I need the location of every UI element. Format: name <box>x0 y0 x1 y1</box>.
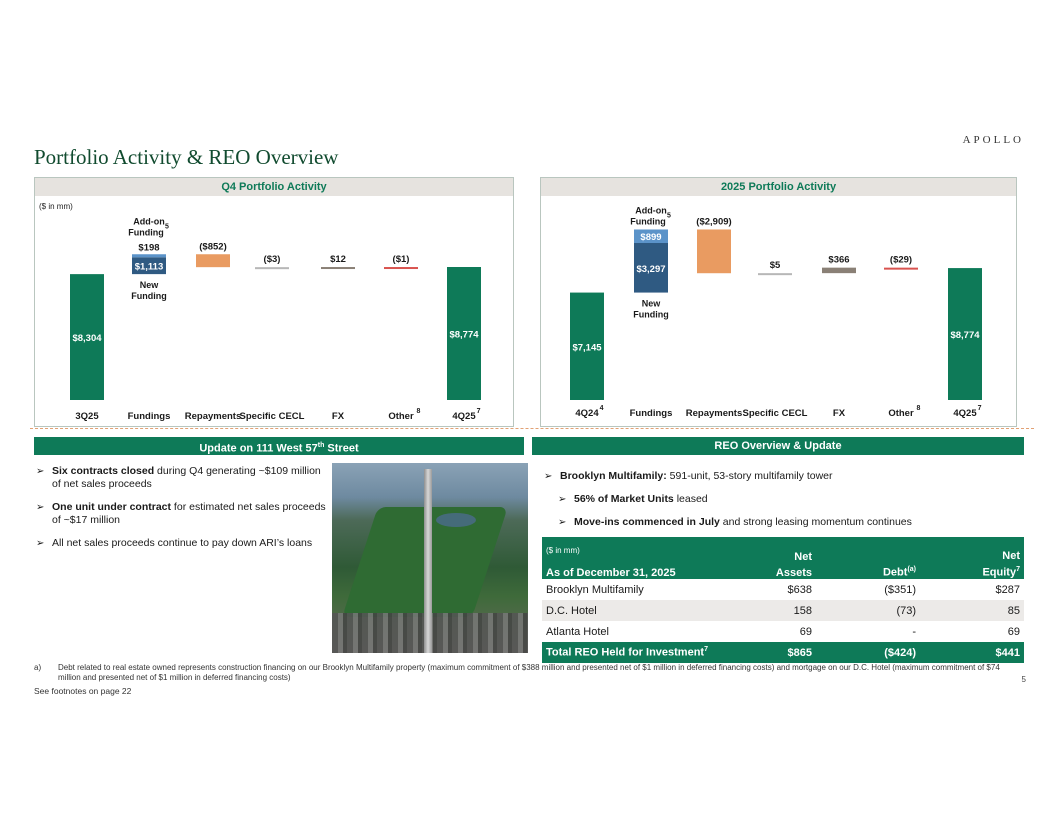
reo-bullets: Brooklyn Multifamily: 591-unit, 53-story… <box>542 470 1024 539</box>
data-label: ($29) <box>890 255 912 266</box>
data-label: $8,304 <box>72 333 102 344</box>
q4-activity-panel: Q4 Portfolio Activity ($ in mm) $8,304 $1… <box>34 177 514 427</box>
new-funding-label: New <box>642 299 662 309</box>
category-label: Specific CECL <box>240 411 305 422</box>
category-label: Fundings <box>630 408 673 419</box>
q4-units-label: ($ in mm) <box>39 202 73 211</box>
category-label: 4Q25 <box>452 411 476 422</box>
west57-header: Update on 111 West 57th Street <box>34 437 524 455</box>
category-label: Repayments <box>185 411 242 422</box>
central-park-aerial-photo <box>332 463 528 653</box>
bar-increase <box>758 273 792 276</box>
category-label: Fundings <box>128 411 171 422</box>
data-label: $5 <box>770 260 781 271</box>
addon-funding-label: Add-on <box>635 205 667 215</box>
new-funding-label: New <box>140 280 160 290</box>
category-label: Repayments <box>686 408 743 419</box>
bar-new-funding <box>634 243 668 293</box>
page-number: 5 <box>1021 675 1026 684</box>
y25-panel-title: 2025 Portfolio Activity <box>541 178 1016 196</box>
data-label: $366 <box>828 255 849 266</box>
bar-new-funding <box>132 257 166 275</box>
category-label: Other <box>888 408 914 419</box>
bar-addon-funding <box>132 254 166 258</box>
data-label: $3,297 <box>636 264 665 275</box>
table-total-row: Total REO Held for Investment7 $865 ($424)… <box>542 642 1024 663</box>
data-label: $198 <box>138 242 159 253</box>
bar-addon-funding <box>634 229 668 243</box>
addon-funding-label: Add-on <box>133 216 165 226</box>
list-item: Six contracts closed during Q4 generatin… <box>36 465 328 491</box>
list-item: One unit under contract for estimated ne… <box>36 501 328 527</box>
new-funding-label: Funding <box>633 310 669 320</box>
q4-waterfall-chart: $8,304$1,113NewFunding$198Add-onFunding5… <box>70 216 481 422</box>
list-item: Move-ins commenced in July and strong le… <box>556 516 1024 539</box>
bar-total <box>70 274 104 400</box>
data-label: $8,774 <box>449 330 479 341</box>
new-funding-label: Funding <box>131 291 167 301</box>
category-label: FX <box>833 408 846 419</box>
footnote-sup: 7 <box>978 405 982 412</box>
bar-total <box>948 268 982 400</box>
category-label: 3Q25 <box>75 411 99 422</box>
table-header-row: ($ in mm) As of December 31, 2025 Net Asse… <box>542 537 1024 579</box>
footnote-sup: 8 <box>917 405 921 412</box>
brand-logo: APOLLO <box>962 134 1024 146</box>
list-item: Brooklyn Multifamily: 591-unit, 53-story… <box>542 470 1024 493</box>
data-label: ($3) <box>264 254 281 265</box>
category-label: FX <box>332 411 345 422</box>
addon-funding-label: Funding <box>630 216 666 226</box>
bar-total <box>447 267 481 400</box>
y25-waterfall-chart: $7,145$3,297NewFunding$899Add-onFunding5… <box>570 205 982 419</box>
data-label: $7,145 <box>572 342 602 353</box>
table-row: D.C. Hotel 158 (73) 85 <box>542 600 1024 621</box>
section-divider <box>30 428 1034 429</box>
table-row: Brooklyn Multifamily $638 ($351) $287 <box>546 583 1020 596</box>
list-item: All net sales proceeds continue to pay d… <box>36 537 328 550</box>
bar-decrease <box>884 267 918 270</box>
bar-decrease <box>255 267 289 270</box>
data-label: $8,774 <box>950 330 980 341</box>
bar-decrease <box>196 254 230 268</box>
footnote-sup: 7 <box>477 408 481 415</box>
data-label: $899 <box>640 232 661 243</box>
category-label: Specific CECL <box>743 408 808 419</box>
category-label: 4Q24 <box>575 408 599 419</box>
see-footnotes-note: See footnotes on page 22 <box>34 686 132 696</box>
reo-table: ($ in mm) As of December 31, 2025 Net Asse… <box>542 537 1024 663</box>
bar-decrease <box>697 229 731 274</box>
data-label: ($2,909) <box>696 216 731 227</box>
list-item: 56% of Market Units leased <box>556 493 1024 516</box>
addon-funding-label: Funding <box>128 227 164 237</box>
footnote-sup: 4 <box>600 405 604 412</box>
category-label: 4Q25 <box>953 408 977 419</box>
y25-activity-panel: 2025 Portfolio Activity $7,145 $3,297 New F… <box>540 177 1017 427</box>
footnote-sup: 8 <box>417 408 421 415</box>
bar-increase <box>822 267 856 274</box>
q4-panel-title: Q4 Portfolio Activity <box>35 178 513 196</box>
data-label: $12 <box>330 254 346 265</box>
bar-increase <box>321 267 355 270</box>
footnote-sup: 5 <box>667 212 671 219</box>
page-title: Portfolio Activity & REO Overview <box>34 145 339 169</box>
data-label: ($852) <box>199 241 226 252</box>
data-label: $1,113 <box>135 262 164 273</box>
reo-header: REO Overview & Update <box>532 437 1024 455</box>
table-row: Atlanta Hotel 69-69 <box>546 625 1020 638</box>
data-label: ($1) <box>393 254 410 265</box>
west57-bullets: Six contracts closed during Q4 generatin… <box>36 465 328 560</box>
bar-decrease <box>384 267 418 270</box>
footnote-sup: 5 <box>165 223 169 230</box>
footnote: a) Debt related to real estate owned rep… <box>34 663 1000 682</box>
category-label: Other <box>388 411 414 422</box>
bar-total <box>570 292 604 400</box>
